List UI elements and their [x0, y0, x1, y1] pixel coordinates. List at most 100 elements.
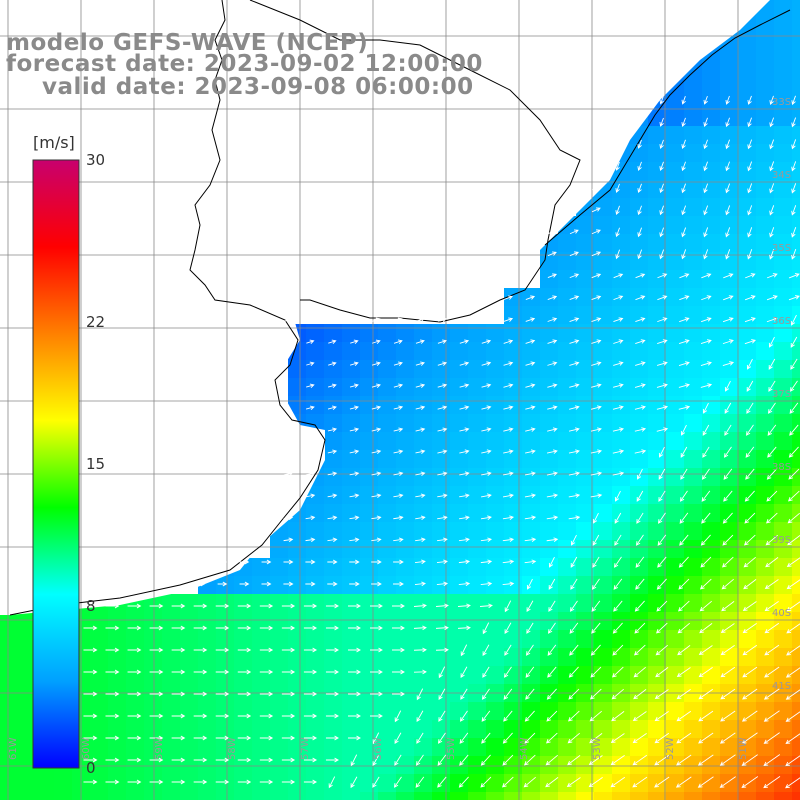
- wind-arrow: [415, 754, 424, 766]
- wind-arrow: [613, 578, 623, 590]
- wind-arrow: [546, 688, 557, 700]
- wind-cell: [594, 774, 613, 793]
- wind-cell: [756, 576, 775, 595]
- wind-cell: [774, 504, 793, 523]
- wind-cell: [198, 738, 217, 757]
- wind-cell: [270, 576, 289, 595]
- wind-cell: [666, 270, 685, 289]
- wind-arrow: [702, 424, 710, 436]
- wind-arrow: [723, 295, 734, 301]
- wind-cell: [756, 558, 775, 577]
- latitude-label: 37S: [772, 389, 791, 400]
- wind-cell: [414, 324, 433, 343]
- wind-cell: [702, 450, 721, 469]
- wind-cell: [666, 126, 685, 145]
- wind-cell: [468, 324, 487, 343]
- longitude-label: 55W: [446, 737, 457, 760]
- wind-cell: [684, 576, 703, 595]
- wind-cell: [756, 468, 775, 487]
- wind-cell: [432, 792, 451, 800]
- wind-arrow: [699, 622, 713, 634]
- wind-cell: [594, 486, 613, 505]
- wind-cell: [306, 738, 325, 757]
- wind-arrow: [193, 625, 208, 631]
- wind-cell: [666, 360, 685, 379]
- wind-arrow: [656, 361, 668, 366]
- wind-cell: [252, 756, 271, 775]
- wind-cell: [360, 576, 379, 595]
- wind-cell: [0, 774, 19, 793]
- wind-arrow: [547, 383, 558, 388]
- wind-arrow: [657, 273, 668, 279]
- wind-arrow: [303, 713, 318, 719]
- wind-arrow: [503, 427, 514, 432]
- wind-cell: [378, 756, 397, 775]
- wind-arrow: [149, 603, 164, 609]
- wind-cell: [468, 396, 487, 415]
- wind-arrow: [633, 644, 646, 656]
- wind-cell: [648, 270, 667, 289]
- wind-cell: [594, 594, 613, 613]
- wind-cell: [576, 612, 595, 631]
- wind-cell: [774, 576, 793, 595]
- wind-cell: [774, 360, 793, 379]
- wind-arrow: [613, 339, 624, 344]
- wind-arrow: [502, 581, 515, 587]
- wind-cell: [522, 648, 541, 667]
- wind-cell: [792, 144, 800, 163]
- wind-cell: [252, 558, 271, 577]
- wind-arrow: [634, 383, 646, 388]
- wind-arrow: [546, 493, 559, 498]
- wind-cell: [792, 648, 800, 667]
- wind-cell: [54, 630, 73, 649]
- wind-cell: [162, 720, 181, 739]
- wind-arrow: [613, 295, 624, 301]
- wind-cell: [144, 666, 163, 685]
- wind-arrow: [659, 161, 664, 172]
- wind-arrow: [698, 645, 713, 656]
- wind-arrow: [637, 227, 642, 238]
- wind-cell: [702, 90, 721, 109]
- wind-arrow: [766, 490, 778, 502]
- wind-cell: [360, 756, 379, 775]
- wind-cell: [558, 612, 577, 631]
- wind-arrow: [568, 666, 579, 678]
- wind-cell: [0, 738, 19, 757]
- wind-cell: [666, 108, 685, 127]
- wind-arrow: [592, 534, 600, 546]
- wind-cell: [522, 324, 541, 343]
- wind-arrow: [281, 779, 296, 785]
- wind-arrow: [327, 515, 338, 521]
- wind-arrow: [502, 515, 515, 520]
- wind-arrow: [281, 625, 296, 631]
- wind-cell: [702, 378, 721, 397]
- wind-arrow: [370, 669, 383, 675]
- wind-cell: [54, 738, 73, 757]
- wind-cell: [594, 792, 613, 800]
- wind-cell: [738, 342, 757, 361]
- wind-arrow: [634, 427, 647, 432]
- wind-cell: [684, 396, 703, 415]
- wind-cell: [108, 738, 127, 757]
- wind-cell: [378, 720, 397, 739]
- wind-cell: [468, 576, 487, 595]
- wind-cell: [756, 126, 775, 145]
- wind-cell: [504, 522, 523, 541]
- wind-cell: [360, 540, 379, 559]
- wind-cell: [378, 378, 397, 397]
- longitude-label: 61W: [8, 737, 19, 760]
- wind-cell: [342, 324, 361, 343]
- wind-cell: [756, 54, 775, 73]
- wind-arrow: [681, 249, 687, 260]
- wind-cell: [486, 450, 505, 469]
- wind-cell: [144, 738, 163, 757]
- wind-cell: [108, 648, 127, 667]
- wind-arrow: [149, 669, 164, 675]
- wind-cell: [198, 648, 217, 667]
- wind-cell: [558, 738, 577, 757]
- wind-cell: [594, 270, 613, 289]
- wind-cell: [468, 630, 487, 649]
- latitude-label: 41S: [772, 681, 791, 692]
- model-title: modelo GEFS-WAVE (NCEP): [6, 30, 369, 56]
- wind-cell: [576, 414, 595, 433]
